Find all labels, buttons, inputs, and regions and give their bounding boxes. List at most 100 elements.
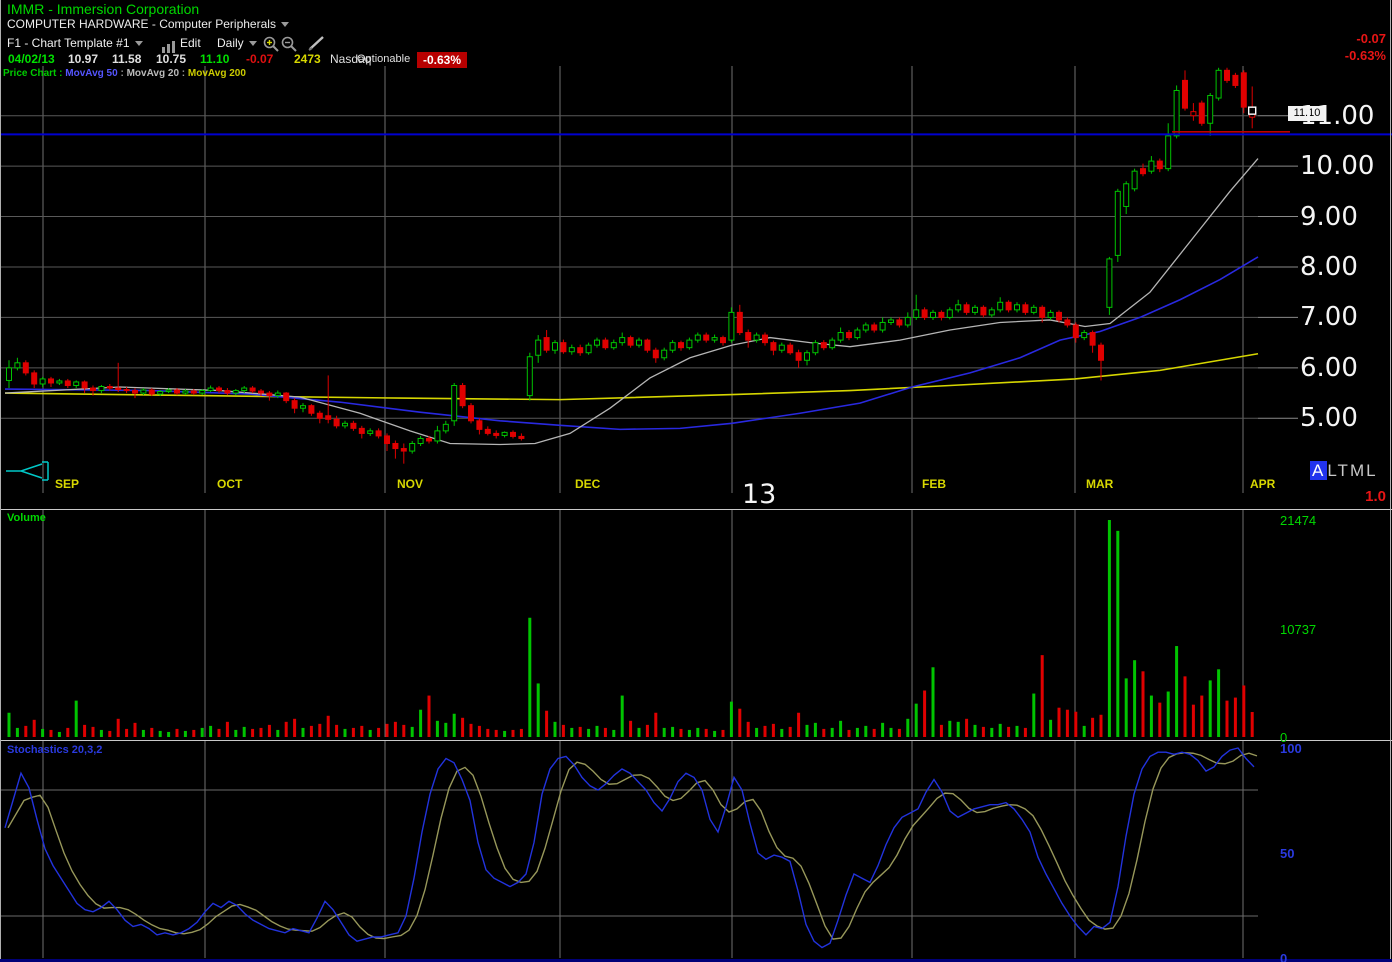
- period-dropdown[interactable]: Daily: [217, 36, 257, 50]
- volume-bar: [1175, 646, 1179, 737]
- template-dropdown[interactable]: F1 - Chart Template #1: [7, 36, 143, 50]
- volume-bar: [939, 724, 943, 737]
- ma20-line: [4, 158, 1259, 446]
- candle-body: [1030, 306, 1037, 313]
- candle-body: [216, 387, 222, 392]
- indicator-legend[interactable]: Price Chart : MovAvg 50 : MovAvg 20 : Mo…: [3, 68, 246, 79]
- chart-type-icon[interactable]: [162, 39, 177, 53]
- volume-bar: [687, 729, 691, 737]
- candle-body: [442, 423, 449, 432]
- sector-dropdown[interactable]: COMPUTER HARDWARE - Computer Peripherals: [7, 17, 289, 31]
- candle-body: [409, 442, 416, 452]
- candle-body: [1047, 311, 1054, 318]
- candle-body: [81, 381, 88, 389]
- year-label: 13: [742, 479, 777, 510]
- legend-ma200: MovAvg 200: [187, 68, 246, 79]
- scale-button-l-4[interactable]: L: [1366, 461, 1378, 480]
- pane-ratio-label: 1.0: [1365, 488, 1386, 505]
- volume-bar: [309, 725, 313, 737]
- candle-body: [694, 334, 701, 341]
- stoch-axis-label: 50: [1280, 846, 1295, 861]
- quote-low: 10.75: [156, 52, 187, 66]
- volume-bar: [91, 726, 95, 737]
- candle-body: [829, 339, 836, 349]
- volume-bar: [1015, 725, 1019, 737]
- change-display: -0.07: [1356, 31, 1386, 46]
- candle-body: [896, 319, 903, 326]
- candle-body: [1148, 160, 1155, 172]
- volume-bar: [360, 725, 364, 737]
- candle-body: [795, 352, 802, 361]
- volume-bar: [41, 728, 45, 737]
- pane-divider[interactable]: [0, 740, 1392, 741]
- volume-bar: [1183, 676, 1187, 737]
- chevron-down-icon: [134, 41, 143, 47]
- candle-body: [636, 339, 642, 346]
- candle-body: [711, 337, 718, 341]
- stochastics-pane-title[interactable]: Stochastics 20,3,2: [7, 744, 103, 756]
- candle-body: [232, 390, 239, 394]
- candle-body: [468, 405, 474, 422]
- candle-body: [913, 309, 920, 318]
- candle-body: [745, 332, 752, 341]
- candle-body: [375, 430, 382, 437]
- volume-bar: [805, 724, 809, 737]
- candle-body: [602, 339, 609, 349]
- volume-bar: [872, 728, 876, 737]
- scale-button-m-3[interactable]: M: [1349, 461, 1367, 480]
- candle-body: [98, 386, 105, 392]
- quote-change: -0.07: [246, 52, 274, 66]
- volume-bar: [83, 724, 87, 737]
- candle-body: [820, 342, 827, 349]
- pane-divider[interactable]: [0, 509, 1392, 510]
- quote-exchange: Nasdaq: [330, 52, 372, 66]
- candle-body: [669, 342, 676, 351]
- pan-left-arrow-icon: [6, 461, 49, 481]
- volume-bar: [1250, 712, 1254, 737]
- scale-button-l-1[interactable]: L: [1327, 461, 1338, 480]
- template-label: F1 - Chart Template #1: [7, 36, 130, 50]
- candle-body: [812, 342, 819, 354]
- candle-body: [6, 367, 12, 381]
- candle-body: [140, 389, 147, 394]
- candle-body: [921, 309, 928, 318]
- candle-body: [31, 372, 38, 385]
- candle-body: [1014, 304, 1020, 311]
- volume-bar: [1233, 697, 1237, 737]
- volume-bar: [1049, 719, 1053, 737]
- candle-body: [753, 334, 760, 341]
- candle-body: [367, 430, 374, 434]
- volume-bar: [1074, 711, 1078, 737]
- candle-body: [1089, 332, 1096, 346]
- volume-bar: [763, 725, 767, 737]
- scale-button-a-0[interactable]: A: [1310, 461, 1328, 480]
- price-axis-label: 9.00: [1300, 201, 1358, 232]
- volume-bar: [66, 727, 70, 737]
- pencil-icon: [308, 36, 324, 51]
- volume-bar: [1099, 714, 1103, 737]
- volume-bar: [755, 727, 759, 737]
- candle-body: [1173, 89, 1180, 137]
- candle-body: [493, 432, 500, 436]
- volume-bar: [259, 727, 263, 737]
- legend-separator: :: [120, 68, 124, 79]
- volume-bar: [553, 721, 557, 737]
- volume-pane-title[interactable]: Volume: [7, 512, 46, 524]
- candle-body: [552, 342, 558, 351]
- volume-bar: [57, 731, 61, 737]
- pct-change-badge: -0.63%: [417, 51, 468, 69]
- legend-price-chart: Price Chart :: [3, 68, 63, 79]
- candle-body: [274, 392, 281, 397]
- volume-bar: [368, 729, 372, 737]
- volume-bar: [167, 731, 171, 737]
- scale-button-t-2[interactable]: T: [1337, 461, 1350, 480]
- edit-button[interactable]: Edit: [180, 36, 201, 50]
- volume-bar: [1141, 671, 1145, 737]
- scale-buttons: A LTML: [1310, 461, 1378, 481]
- volume-bar: [1057, 707, 1061, 737]
- month-label: DEC: [575, 477, 601, 491]
- volume-bar: [906, 718, 910, 737]
- volume-bar: [1166, 691, 1170, 737]
- volume-bar: [1065, 709, 1069, 737]
